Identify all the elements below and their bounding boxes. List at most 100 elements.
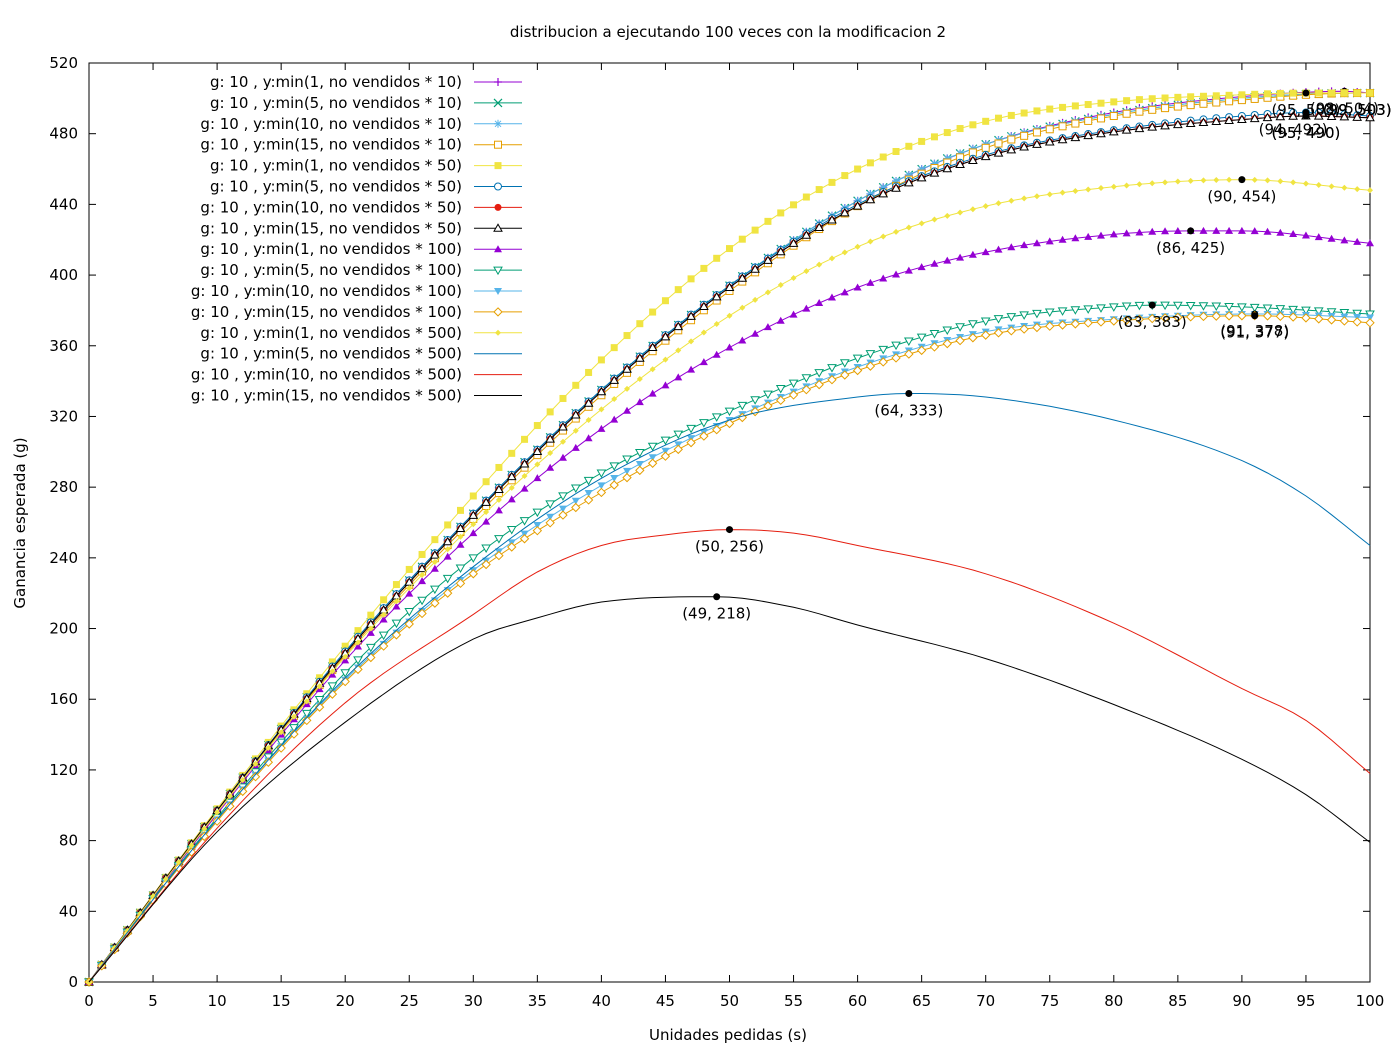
point-marker bbox=[1134, 301, 1145, 311]
point-marker bbox=[1275, 311, 1286, 322]
series-13 bbox=[86, 176, 1373, 985]
point-marker bbox=[188, 842, 195, 849]
point-marker bbox=[1328, 183, 1335, 190]
peak-point bbox=[1302, 89, 1310, 97]
point-marker bbox=[1135, 107, 1144, 116]
point-marker bbox=[1134, 123, 1145, 133]
point-marker bbox=[316, 674, 324, 682]
peak-point bbox=[1251, 312, 1259, 320]
x-tick-label: 50 bbox=[720, 992, 739, 1010]
legend-label: g: 10 , y:min(10, no vendidos * 500) bbox=[191, 366, 462, 384]
point-marker bbox=[1019, 324, 1029, 334]
point-marker bbox=[699, 419, 709, 428]
y-tick-label: 120 bbox=[49, 761, 78, 779]
annotation-label: (50, 256) bbox=[695, 538, 764, 556]
point-marker bbox=[558, 421, 568, 431]
point-marker bbox=[455, 578, 466, 589]
point-marker bbox=[214, 809, 221, 816]
point-marker bbox=[839, 359, 850, 368]
point-marker bbox=[1046, 191, 1053, 198]
point-marker bbox=[367, 625, 374, 632]
point-marker bbox=[1327, 234, 1336, 242]
point-marker bbox=[494, 550, 504, 561]
point-marker bbox=[763, 390, 773, 400]
point-marker bbox=[1033, 193, 1040, 200]
point-marker bbox=[430, 564, 439, 572]
point-marker bbox=[1326, 111, 1337, 120]
y-tick-label: 280 bbox=[49, 478, 78, 496]
point-marker bbox=[1365, 112, 1375, 122]
series-16 bbox=[88, 593, 1371, 983]
point-marker bbox=[1160, 301, 1170, 311]
point-marker bbox=[457, 533, 464, 540]
point-marker bbox=[1021, 195, 1028, 202]
point-marker bbox=[519, 517, 530, 526]
point-marker bbox=[724, 407, 735, 417]
point-marker bbox=[892, 270, 901, 278]
point-marker bbox=[635, 398, 644, 406]
point-marker bbox=[533, 522, 542, 530]
point-marker bbox=[391, 630, 402, 640]
point-marker bbox=[686, 311, 696, 320]
point-marker bbox=[1148, 227, 1157, 235]
point-marker bbox=[1096, 304, 1106, 313]
point-marker bbox=[815, 298, 824, 306]
point-marker bbox=[571, 502, 581, 513]
point-marker bbox=[634, 353, 645, 362]
point-marker bbox=[957, 209, 964, 216]
peak-point bbox=[713, 593, 721, 601]
y-tick-label: 40 bbox=[59, 902, 78, 920]
point-marker bbox=[827, 364, 837, 373]
point-marker bbox=[1148, 95, 1156, 103]
point-marker bbox=[493, 98, 503, 108]
point-marker bbox=[994, 139, 1003, 148]
point-marker bbox=[1289, 230, 1298, 238]
point-marker bbox=[354, 627, 362, 635]
point-marker bbox=[418, 550, 426, 558]
point-marker bbox=[391, 619, 402, 629]
point-marker bbox=[405, 589, 414, 597]
point-marker bbox=[546, 408, 554, 416]
point-marker bbox=[660, 451, 671, 461]
x-tick-label: 5 bbox=[148, 992, 158, 1010]
point-marker bbox=[494, 78, 502, 86]
point-marker bbox=[699, 358, 708, 366]
point-marker bbox=[494, 288, 502, 295]
point-marker bbox=[1044, 136, 1055, 146]
point-marker bbox=[942, 338, 952, 349]
x-tick-label: 80 bbox=[1104, 992, 1123, 1010]
point-marker bbox=[661, 447, 670, 455]
legend-label: g: 10 , y:min(1, no vendidos * 100) bbox=[200, 240, 462, 258]
point-marker bbox=[1020, 131, 1029, 140]
point-marker bbox=[1237, 311, 1247, 321]
point-marker bbox=[1211, 302, 1222, 312]
point-marker bbox=[648, 389, 657, 397]
point-marker bbox=[584, 489, 593, 497]
point-marker bbox=[968, 320, 978, 329]
point-marker bbox=[1238, 91, 1246, 99]
annotation-label: (99, 503) bbox=[1323, 101, 1392, 119]
point-marker bbox=[931, 216, 938, 223]
point-marker bbox=[660, 331, 671, 341]
annotation-label: (91, 378) bbox=[1220, 322, 1289, 340]
point-marker bbox=[1263, 227, 1272, 235]
point-marker bbox=[661, 297, 669, 305]
point-marker bbox=[750, 396, 760, 405]
point-marker bbox=[341, 656, 350, 664]
point-marker bbox=[533, 474, 542, 482]
point-marker bbox=[1162, 179, 1169, 186]
point-marker bbox=[303, 698, 310, 705]
x-tick-label: 45 bbox=[656, 992, 675, 1010]
point-marker bbox=[1225, 97, 1234, 106]
point-marker bbox=[866, 278, 875, 286]
point-marker bbox=[1352, 309, 1363, 319]
point-marker bbox=[494, 182, 502, 191]
y-tick-label: 240 bbox=[49, 549, 78, 567]
point-marker bbox=[442, 574, 453, 584]
y-tick-label: 320 bbox=[49, 407, 78, 425]
point-marker bbox=[622, 455, 632, 465]
point-marker bbox=[1173, 312, 1183, 323]
point-marker bbox=[624, 385, 631, 392]
point-marker bbox=[393, 598, 400, 605]
point-marker bbox=[852, 365, 863, 376]
